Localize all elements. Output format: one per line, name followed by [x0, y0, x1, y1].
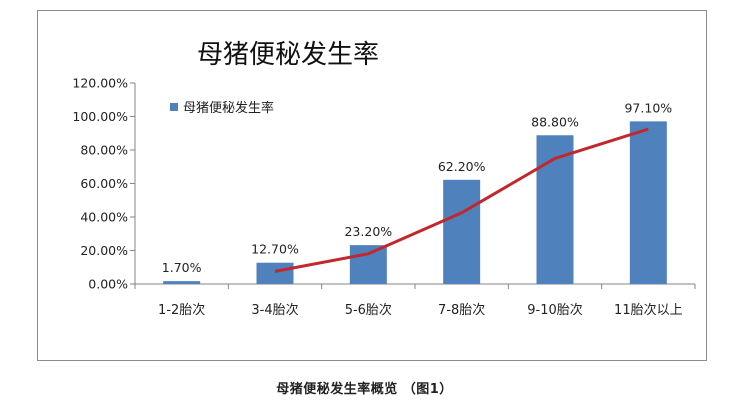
- legend-swatch: [170, 103, 178, 111]
- legend-label: 母猪便秘发生率: [183, 100, 274, 116]
- data-label: 23.20%: [344, 224, 392, 239]
- category-label: 11胎次以上: [614, 302, 683, 318]
- bar: [163, 281, 201, 284]
- chart-frame: 母猪便秘发生率 0.00% 20.00% 40.00% 60.00% 80.00% 100.…: [37, 10, 707, 361]
- y-tick-label: 80.00%: [80, 143, 128, 158]
- data-label: 12.70%: [251, 242, 299, 257]
- y-tick-label: 20.00%: [80, 243, 128, 258]
- chart-svg: 母猪便秘发生率 0.00% 20.00% 40.00% 60.00% 80.00% 100.…: [72, 40, 696, 318]
- data-label: 97.10%: [624, 100, 672, 115]
- y-tick-label: 100.00%: [72, 109, 128, 124]
- category-label: 9-10胎次: [527, 302, 583, 318]
- category-label: 1-2胎次: [158, 302, 205, 318]
- y-tick-label: 40.00%: [80, 210, 128, 225]
- y-tick-label: 0.00%: [88, 277, 128, 292]
- data-label: 62.20%: [438, 159, 486, 174]
- bar: [349, 245, 387, 284]
- trend-line: [274, 127, 649, 273]
- bar: [443, 179, 481, 284]
- figure-caption: 母猪便秘发生率概览 （图1）: [276, 382, 453, 397]
- bar: [256, 262, 294, 284]
- y-tick-label: 60.00%: [80, 176, 128, 191]
- bar: [629, 121, 667, 284]
- data-label: 88.80%: [531, 114, 579, 129]
- category-label: 7-8胎次: [438, 302, 485, 318]
- data-label: 1.70%: [162, 260, 202, 275]
- y-tick-label: 120.00%: [72, 76, 128, 91]
- category-label: 5-6胎次: [345, 302, 392, 318]
- chart-title: 母猪便秘发生率: [197, 40, 379, 70]
- category-label: 3-4胎次: [251, 302, 298, 318]
